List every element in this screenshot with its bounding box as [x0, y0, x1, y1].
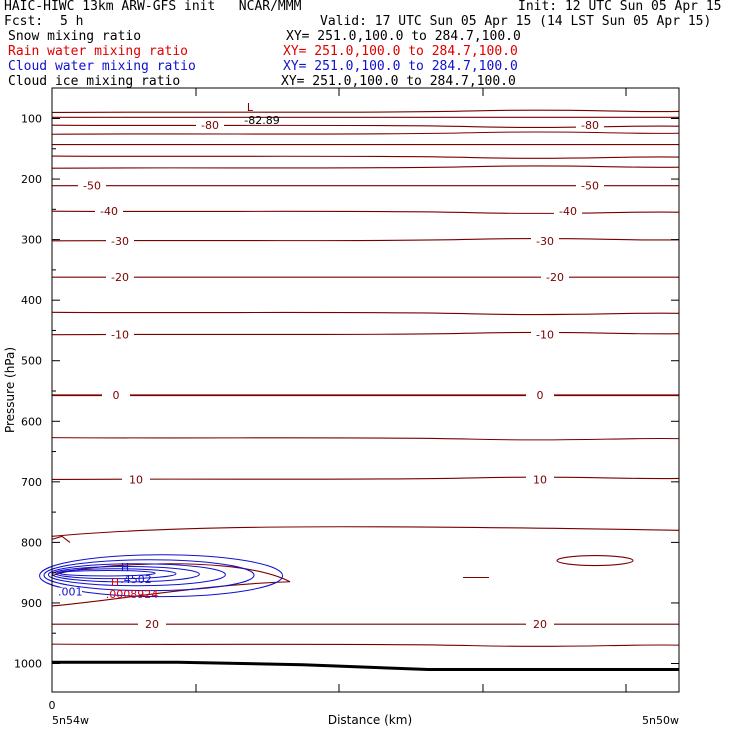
field-snow-xy: XY= 251.0,100.0 to 284.7,100.0 [286, 29, 521, 44]
contour-label-bg [106, 328, 134, 340]
init-time: Init: 12 UTC Sun 05 Apr 15 [518, 0, 722, 14]
plot-title: HAIC-HIWC 13km ARW-GFS init NCAR/MMM [4, 0, 302, 14]
contour-label-bg [526, 473, 554, 485]
surface-line [52, 660, 679, 672]
x-right-label: 5n50w [642, 714, 679, 727]
field-cloud-ice-xy: XY= 251.0,100.0 to 284.7,100.0 [281, 74, 516, 89]
temperature-contour [51, 311, 680, 316]
y-tick-label: 300 [21, 234, 42, 247]
cloud-water-contour [55, 568, 177, 580]
y-tick-label: 100 [21, 113, 42, 126]
temperature-contour-label: -20 [546, 271, 564, 284]
contour-label-bg [576, 179, 604, 191]
contour-label-bg [106, 234, 134, 246]
cloud-water-contour [58, 569, 156, 577]
temperature-contour [51, 437, 680, 441]
y-tick-label: 400 [21, 294, 42, 307]
temperature-contour [51, 165, 680, 169]
temperature-contour [51, 526, 680, 537]
temperature-contour [51, 331, 680, 336]
field-cloud-water-name: Cloud water mixing ratio [8, 59, 196, 74]
contour-label-bg [554, 205, 582, 217]
contour-label-bg [541, 271, 569, 283]
temperature-contour [51, 131, 680, 135]
contour-label-bg [106, 271, 134, 283]
x-left-label: 5n54w [52, 714, 89, 727]
field-snow-name: Snow mixing ratio [8, 29, 142, 44]
temperature-contour-label: -50 [581, 180, 599, 193]
temperature-contour-label: -20 [111, 271, 129, 284]
y-tick-label: 700 [21, 476, 42, 489]
contour-label-bg [526, 618, 554, 630]
temperature-contour [51, 124, 680, 129]
forecast-value: 5 h [60, 14, 84, 29]
contour-label-bg [122, 473, 150, 485]
temperature-contour-label: -30 [536, 235, 554, 248]
temperature-contour-label: -30 [111, 235, 129, 248]
y-tick-label: 900 [21, 597, 42, 610]
rain-max-value: .0008924 [106, 588, 159, 601]
temperature-contour-label: 20 [533, 618, 547, 631]
temperature-contour-label: 0 [113, 389, 120, 402]
low-marker-letter: L [247, 101, 254, 114]
field-cloud-water-xy: XY= 251.0,100.0 to 284.7,100.0 [283, 59, 518, 74]
valid-time: Valid: 17 UTC Sun 05 Apr 15 (14 LST Sun … [320, 14, 712, 29]
contour-label-bg [531, 328, 559, 340]
temperature-contour [51, 210, 680, 215]
temperature-contour-label: -10 [111, 329, 129, 342]
cloud-max-value: .4502 [120, 573, 152, 586]
temperature-contour [51, 563, 291, 607]
temperature-contour [51, 237, 680, 242]
y-tick-label: 600 [21, 415, 42, 428]
field-rain-name: Rain water mixing ratio [8, 44, 189, 59]
cloud-water-contour [43, 559, 255, 592]
cloud-max-letter: H [121, 561, 129, 574]
y-axis-title: Pressure (hPa) [3, 347, 17, 433]
temperature-contour [51, 476, 680, 480]
low-marker-value: -82.89 [244, 114, 279, 127]
temperature-contour-label: -40 [100, 205, 118, 218]
temperature-contour [556, 555, 634, 567]
plot-frame [51, 87, 680, 693]
y-tick-label: 800 [21, 536, 42, 549]
contour-label-bg [56, 587, 82, 599]
temperature-contour-label: 20 [145, 618, 159, 631]
forecast-label: Fcst: [4, 14, 44, 29]
temperature-contour-label: -80 [581, 119, 599, 132]
y-tick-label: 500 [21, 355, 42, 368]
cloud-water-contour [47, 563, 226, 587]
cloud-water-contour [39, 554, 284, 598]
contour-label-bg [576, 119, 604, 131]
contour-label-bg [102, 389, 130, 401]
temperature-contour-label: -40 [559, 205, 577, 218]
y-tick-label: 1000 [14, 658, 42, 671]
x-tick-label: 0 [49, 699, 56, 712]
contour-label-bg [526, 389, 554, 401]
cloud-water-contour-label: .001 [58, 586, 83, 599]
temperature-contour-label: -80 [201, 119, 219, 132]
temperature-contour [51, 643, 680, 648]
rain-max-letter: H [111, 576, 119, 589]
field-cloud-ice-name: Cloud ice mixing ratio [8, 74, 181, 89]
contour-label-bg [531, 234, 559, 246]
temperature-contour-label: 10 [533, 473, 547, 486]
temperature-contour-label: -10 [536, 329, 554, 342]
temperature-contour [51, 109, 680, 113]
temperature-contour [51, 155, 680, 159]
temperature-contours [51, 109, 680, 648]
temperature-contour-label: 10 [129, 473, 143, 486]
y-tick-label: 200 [21, 173, 42, 186]
contour-label-bg [138, 618, 166, 630]
contour-label-bg [78, 179, 106, 191]
field-rain-xy: XY= 251.0,100.0 to 284.7,100.0 [283, 44, 518, 59]
temperature-contour [51, 535, 71, 543]
plot-border [51, 87, 680, 693]
contour-label-bg [196, 119, 224, 131]
x-axis-title: Distance (km) [328, 713, 412, 727]
temperature-contour-label: -50 [83, 180, 101, 193]
temperature-contour-label: 0 [537, 389, 544, 402]
contour-label-bg [95, 205, 123, 217]
